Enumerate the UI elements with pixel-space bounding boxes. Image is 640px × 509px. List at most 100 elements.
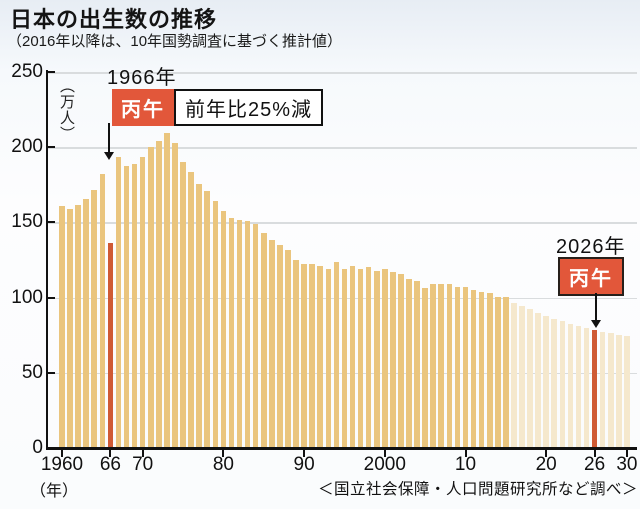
- x-tick-label-2020: 20: [535, 454, 557, 475]
- bar-1978: [204, 190, 211, 448]
- bar-2010: [462, 286, 469, 448]
- bar-1999: [373, 270, 380, 448]
- bar-2015: [503, 296, 509, 448]
- y-tick-250: [48, 71, 55, 73]
- bar-1993: [325, 269, 332, 448]
- x-tick-2030: [625, 450, 628, 457]
- bar-2013: [486, 293, 493, 448]
- source-note: ＜国立社会保障・人口問題研究所など調べ＞: [317, 481, 638, 498]
- x-axis-line: [46, 447, 637, 450]
- bar-1973: [164, 133, 170, 448]
- bar-1986: [269, 240, 275, 448]
- x-axis-unit-label: （年）: [30, 483, 79, 500]
- bar-1987: [277, 245, 283, 448]
- y-axis-unit-label: （万人）: [58, 78, 75, 142]
- bar-1983: [244, 221, 251, 448]
- arrow-1966-head: [104, 152, 114, 160]
- bar-2008: [446, 283, 453, 448]
- arrow-1966-line: [108, 123, 110, 153]
- bar-2027: [599, 331, 606, 448]
- bar-1979: [212, 200, 219, 448]
- x-tick-2020: [545, 450, 548, 457]
- bar-2020: [543, 315, 549, 448]
- y-tick-150: [48, 221, 55, 224]
- x-tick-label-1990: 90: [293, 454, 315, 475]
- bar-2017: [519, 306, 525, 448]
- annotation-1966-year: 1966年: [107, 67, 177, 89]
- bar-1985: [260, 232, 267, 448]
- bar-2018: [527, 309, 533, 448]
- bar-1975: [180, 162, 186, 448]
- bar-2029: [616, 334, 622, 448]
- bar-1996: [349, 266, 356, 448]
- gridline: [48, 72, 637, 74]
- y-tick-label-250: 250: [11, 61, 43, 82]
- bar-1960: [59, 206, 65, 448]
- gridline: [48, 147, 637, 149]
- bar-1970: [139, 157, 146, 448]
- bar-2019: [535, 312, 541, 448]
- x-tick-label-1970: 70: [132, 454, 154, 475]
- x-tick-label-2026: 26: [584, 454, 606, 475]
- bar-2003: [406, 278, 412, 448]
- bar-2028: [607, 333, 614, 448]
- gridline: [48, 222, 637, 224]
- x-tick-2010: [464, 450, 467, 457]
- bar-2006: [430, 283, 436, 448]
- bar-2026: [591, 330, 598, 448]
- bar-1984: [252, 224, 259, 448]
- bar-2005: [422, 288, 428, 448]
- y-tick-50: [48, 371, 55, 374]
- bar-1977: [196, 184, 202, 448]
- y-tick-label-200: 200: [11, 136, 43, 158]
- bar-1981: [228, 218, 235, 448]
- bar-1997: [357, 268, 364, 448]
- bar-2012: [478, 292, 485, 448]
- bar-2007: [438, 284, 445, 448]
- y-tick-0: [48, 447, 55, 449]
- x-tick-1990: [303, 450, 306, 457]
- bar-2002: [398, 274, 404, 448]
- x-tick-1960: [61, 450, 63, 457]
- bar-1980: [220, 210, 227, 448]
- x-tick-2000: [383, 450, 386, 457]
- annotation-2026-year: 2026年: [556, 236, 626, 258]
- y-axis-line: [46, 70, 48, 449]
- bar-1967: [115, 156, 122, 448]
- bar-2000: [382, 268, 388, 448]
- bar-1998: [365, 267, 372, 448]
- bar-1991: [309, 264, 315, 448]
- bar-1972: [156, 141, 162, 448]
- bar-1995: [341, 269, 348, 448]
- x-tick-label-2000: 2000: [363, 454, 406, 475]
- hinoeuma-1966-badge: 丙午: [112, 89, 174, 126]
- x-tick-label-2010: 10: [454, 454, 477, 475]
- bar-1969: [131, 163, 138, 448]
- bar-2030: [624, 335, 630, 448]
- y-tick-label-100: 100: [11, 286, 43, 308]
- bar-1992: [317, 266, 324, 448]
- bar-1988: [285, 250, 291, 448]
- bar-2004: [414, 280, 420, 448]
- y-tick-100: [48, 296, 55, 299]
- bar-1989: [293, 260, 299, 448]
- y-tick-label-50: 50: [21, 361, 43, 383]
- bar-2022: [559, 321, 566, 448]
- bar-2023: [567, 323, 574, 448]
- x-tick-label-1966: 66: [99, 454, 121, 475]
- page-subtitle: （2016年以降は、10年国勢調査に基づく推計値）: [7, 33, 343, 50]
- bar-2021: [551, 318, 558, 448]
- bar-1971: [147, 147, 154, 448]
- plot-area: [48, 72, 637, 448]
- bar-1962: [75, 204, 81, 448]
- x-tick-label-2030: 30: [616, 454, 638, 475]
- x-tick-1980: [222, 450, 225, 457]
- bar-1994: [333, 261, 340, 448]
- bar-2011: [470, 289, 477, 448]
- bar-1982: [236, 220, 243, 448]
- bar-1964: [91, 189, 98, 448]
- annotation-1966-box: 丙午 前年比25%減: [112, 89, 324, 126]
- bar-2014: [494, 297, 501, 448]
- x-tick-2026: [593, 450, 596, 457]
- bar-1966: [107, 243, 114, 448]
